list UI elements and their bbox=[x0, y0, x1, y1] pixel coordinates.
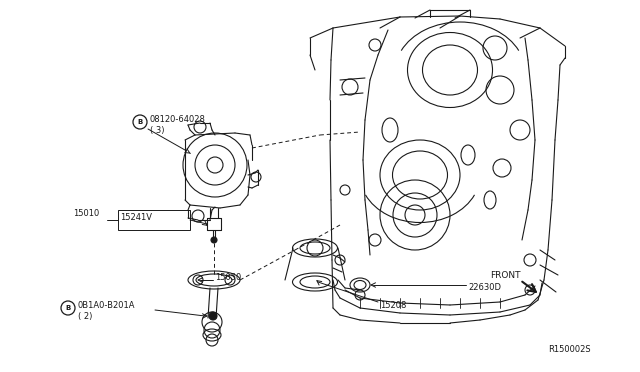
Text: 15208: 15208 bbox=[380, 301, 406, 310]
Text: 0B1A0-B201A: 0B1A0-B201A bbox=[78, 301, 136, 311]
Circle shape bbox=[209, 312, 217, 320]
Text: FRONT: FRONT bbox=[490, 270, 520, 279]
Text: 15050: 15050 bbox=[215, 273, 241, 282]
Text: ( 2): ( 2) bbox=[78, 312, 92, 321]
Text: B: B bbox=[138, 119, 143, 125]
Text: ( 3): ( 3) bbox=[150, 126, 164, 135]
Text: R150002S: R150002S bbox=[548, 346, 591, 355]
Text: 15241V: 15241V bbox=[120, 214, 152, 222]
Circle shape bbox=[211, 237, 217, 243]
Text: 15010: 15010 bbox=[73, 208, 99, 218]
Text: B: B bbox=[65, 305, 70, 311]
Text: 22630D: 22630D bbox=[468, 283, 501, 292]
Text: 08120-64028: 08120-64028 bbox=[150, 115, 206, 125]
